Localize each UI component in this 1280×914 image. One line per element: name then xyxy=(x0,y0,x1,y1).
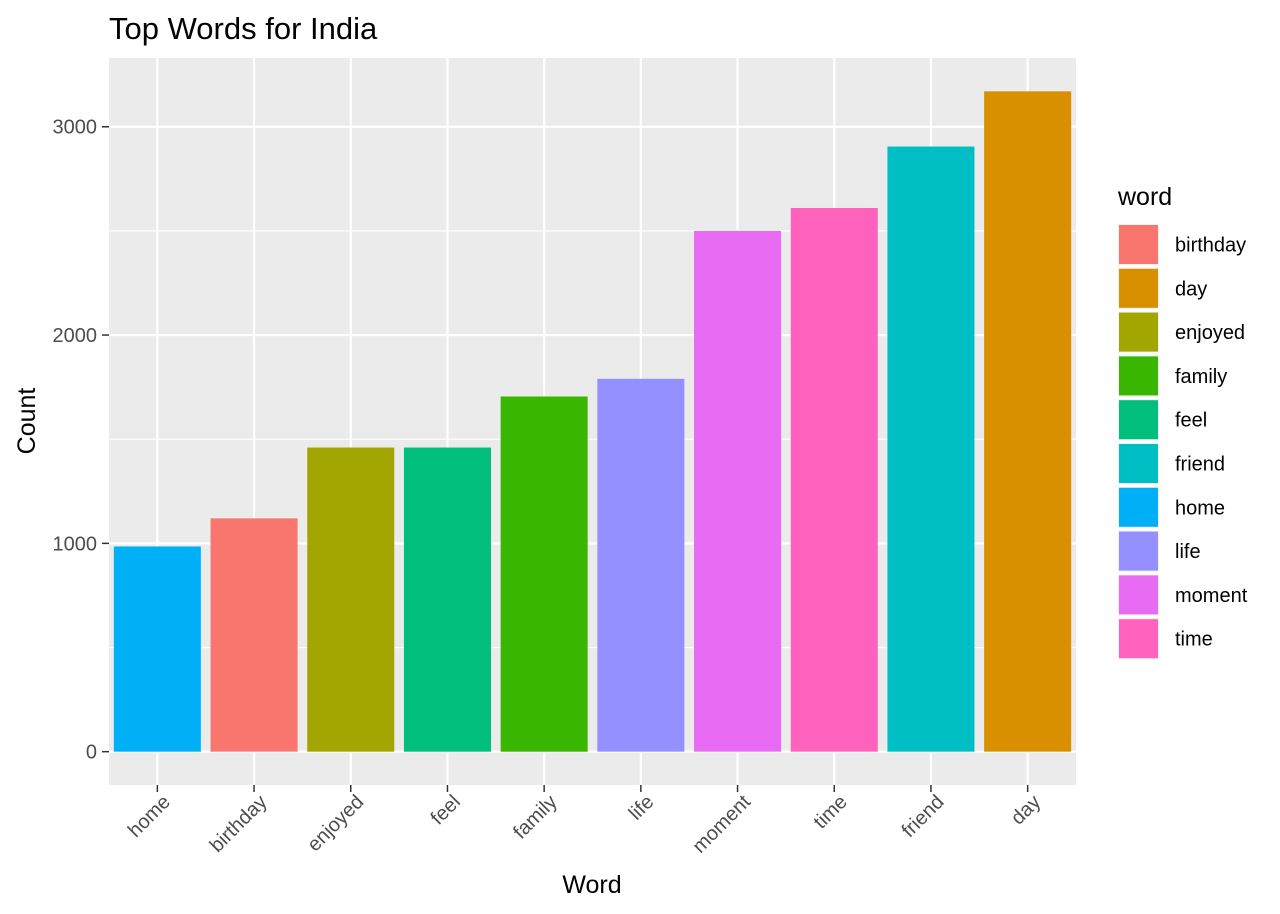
x-tick-label: day xyxy=(1007,791,1045,829)
x-tick-label: feel xyxy=(427,791,465,829)
legend-title: word xyxy=(1117,183,1172,211)
y-tick-label: 3000 xyxy=(53,117,98,139)
legend-swatch-time xyxy=(1119,619,1158,659)
y-tick-label: 0 xyxy=(86,742,97,764)
bar-time xyxy=(790,207,878,752)
x-tick-label: home xyxy=(124,791,175,842)
legend-label: moment xyxy=(1175,585,1248,607)
bar-enjoyed xyxy=(307,447,395,752)
bar-home xyxy=(113,546,201,752)
x-tick-label: life xyxy=(625,791,659,825)
legend-label: home xyxy=(1175,497,1225,519)
bar-life xyxy=(597,378,685,752)
x-tick-label: enjoyed xyxy=(303,791,368,856)
bar-moment xyxy=(694,230,782,752)
bar-family xyxy=(500,396,588,752)
legend-swatch-life xyxy=(1119,531,1158,571)
legend-swatch-home xyxy=(1119,487,1158,527)
bar-feel xyxy=(403,447,491,752)
bar-birthday xyxy=(210,518,298,752)
legend-label: time xyxy=(1175,629,1213,651)
legend-label: enjoyed xyxy=(1175,322,1245,344)
chart-title: Top Words for India xyxy=(109,11,378,46)
x-tick-label: moment xyxy=(688,791,755,858)
legend-label: feel xyxy=(1175,410,1207,432)
y-axis-ticks: 0 1000 2000 3000 xyxy=(53,117,109,764)
legend-label: life xyxy=(1175,541,1201,563)
legend-swatch-friend xyxy=(1119,444,1158,483)
legend-swatch-family xyxy=(1119,356,1158,396)
legend-label: family xyxy=(1175,366,1227,388)
legend-swatch-enjoyed xyxy=(1119,312,1158,352)
legend: word birthday day enjoyed family feel friend h… xyxy=(1117,183,1248,660)
bar-friend xyxy=(887,146,975,752)
x-tick-label: family xyxy=(509,791,561,843)
legend-swatch-moment xyxy=(1119,575,1158,615)
y-tick-label: 1000 xyxy=(53,533,98,555)
x-tick-label: time xyxy=(810,791,852,833)
x-tick-label: friend xyxy=(898,791,949,842)
legend-swatch-day xyxy=(1119,268,1158,308)
legend-label: day xyxy=(1175,278,1207,300)
bar-day xyxy=(984,91,1072,752)
y-tick-label: 2000 xyxy=(53,325,98,347)
x-axis-title: Word xyxy=(562,871,621,899)
legend-swatch-birthday xyxy=(1119,225,1158,264)
y-axis-title: Count xyxy=(13,388,41,455)
x-axis-ticks: home birthday enjoyed feel family life moment t… xyxy=(124,785,1045,858)
x-tick-label: birthday xyxy=(206,791,272,857)
legend-label: birthday xyxy=(1175,235,1246,257)
bars xyxy=(113,91,1072,752)
legend-label: friend xyxy=(1175,454,1225,476)
legend-swatch-feel xyxy=(1119,400,1158,440)
